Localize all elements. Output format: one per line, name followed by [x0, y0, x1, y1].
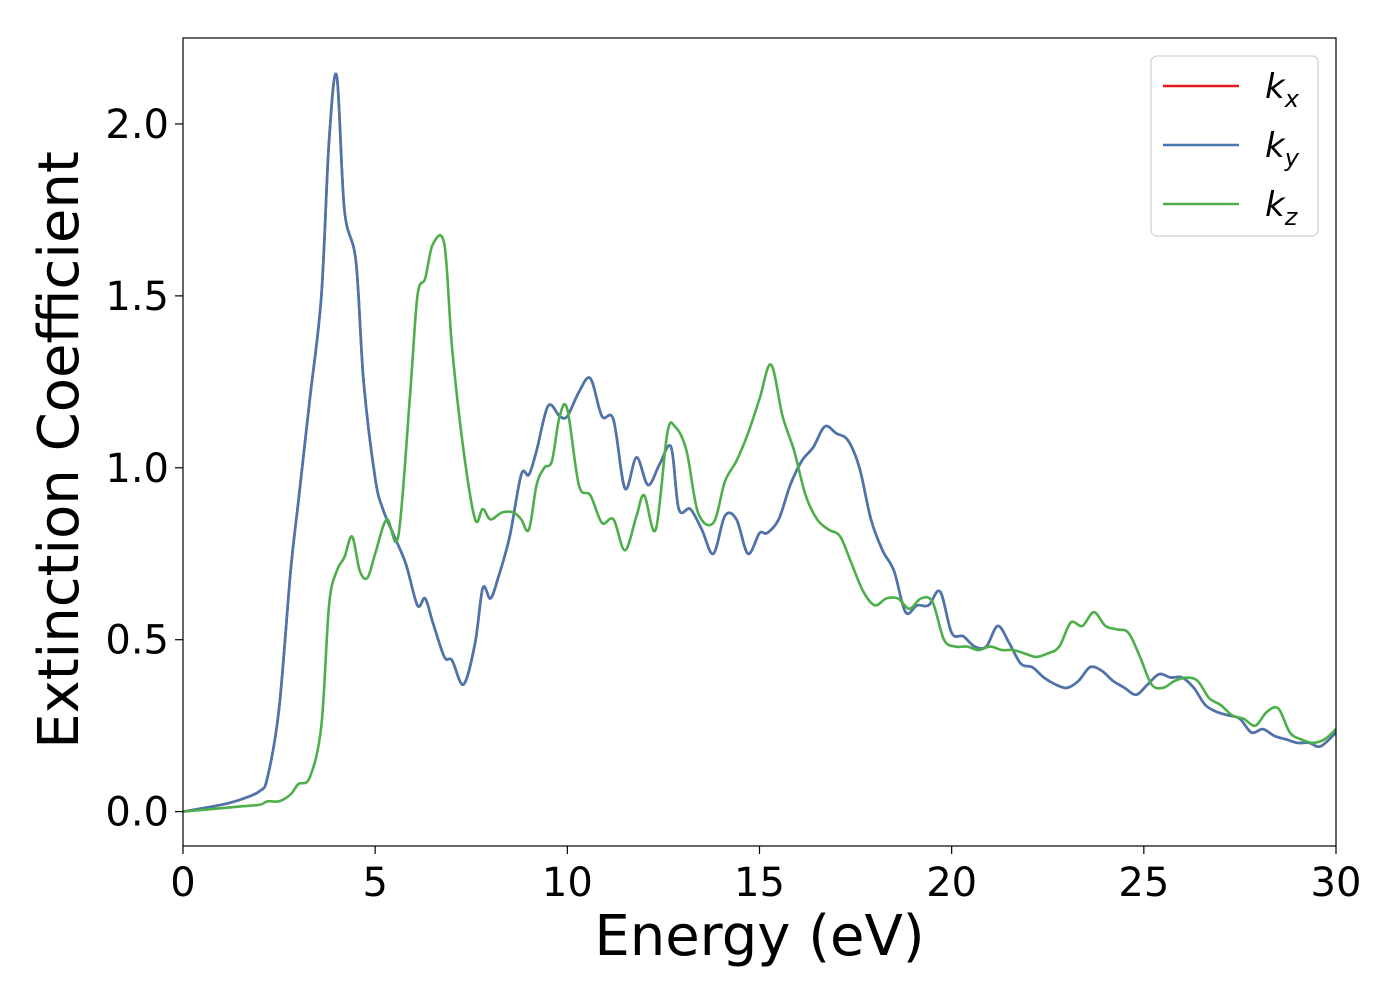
legend-label-subscript: y: [1284, 144, 1300, 172]
series-line-ky: [183, 72, 1336, 813]
x-tick-label: 10: [542, 860, 593, 906]
x-tick-label: 0: [170, 860, 195, 906]
series-layer: [183, 72, 1336, 813]
legend-label-kz: kz: [1265, 185, 1299, 231]
y-tick-label: 2.0: [105, 102, 169, 148]
x-tick-label: 30: [1311, 860, 1362, 906]
y-tick-label: 0.5: [105, 618, 169, 664]
x-axis-ticks: 0 5 10 15 20 25 30: [170, 846, 1361, 906]
x-tick-label: 5: [362, 860, 387, 906]
x-tick-label: 15: [734, 860, 785, 906]
x-tick-label: 20: [926, 860, 977, 906]
series-line-kz: [183, 233, 1336, 813]
y-tick-label: 1.5: [105, 274, 169, 320]
y-axis-ticks: 0.0 0.5 1.0 1.5 2.0: [105, 102, 183, 836]
y-tick-label: 1.0: [105, 446, 169, 492]
legend-label-subscript: x: [1284, 85, 1300, 113]
legend-label-main: k: [1265, 67, 1286, 107]
x-axis-title: Energy (eV): [594, 904, 924, 969]
y-axis-title: Extinction Coefficient: [27, 151, 92, 749]
x-tick-label: 25: [1118, 860, 1169, 906]
legend-label-main: k: [1265, 185, 1286, 225]
legend-label-ky: ky: [1265, 126, 1300, 172]
legend-label-main: k: [1265, 126, 1286, 166]
y-tick-label: 0.0: [105, 790, 169, 836]
legend-label-subscript: z: [1284, 203, 1299, 231]
legend-label-kx: kx: [1265, 67, 1300, 113]
